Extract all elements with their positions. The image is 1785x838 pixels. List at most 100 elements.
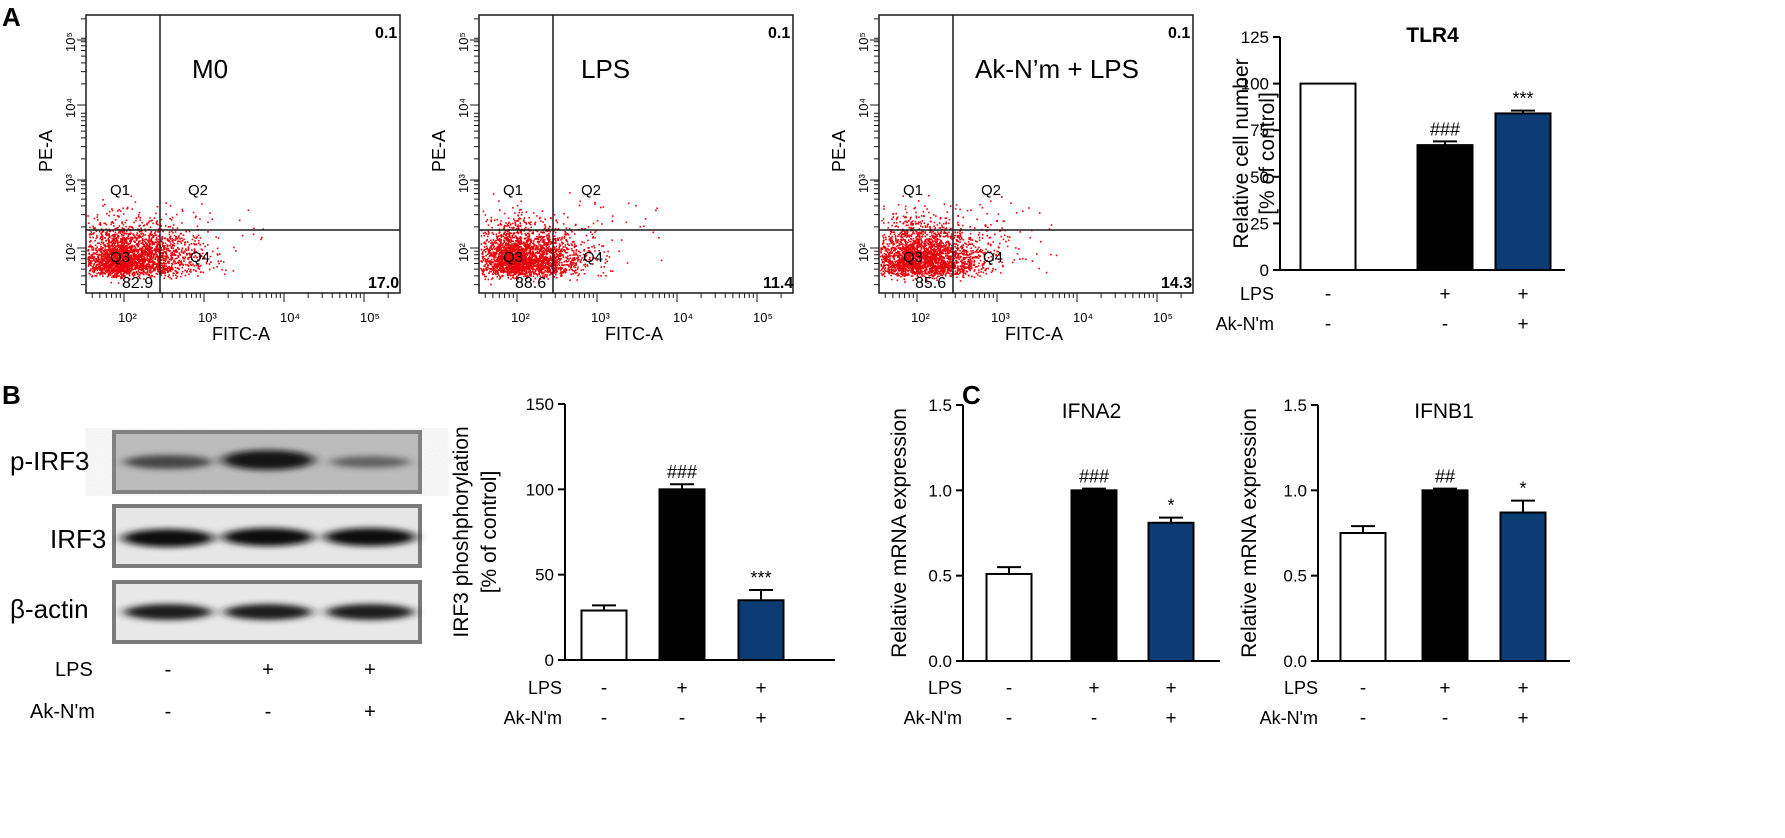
flow-event-dot <box>148 260 150 263</box>
flow-event-dot <box>538 257 540 260</box>
flow-event-dot <box>507 258 510 260</box>
flow-event-dot <box>166 245 169 248</box>
flow-event-dot <box>123 255 125 258</box>
flow-event-dot <box>139 247 141 250</box>
flow-event-dot <box>151 260 154 262</box>
flow-event-dot <box>128 275 131 277</box>
flow-event-dot <box>513 243 516 245</box>
flow-event-dot <box>139 219 141 221</box>
flow-event-dot <box>548 245 551 248</box>
flow-event-dot <box>152 255 155 257</box>
flow-event-dot <box>109 266 112 268</box>
flow-event-dot <box>520 208 522 211</box>
flow-event-dot <box>500 249 503 251</box>
flow-event-dot <box>105 258 108 260</box>
flow-event-dot <box>555 271 557 274</box>
flow-event-dot <box>525 248 527 250</box>
flow-event-dot <box>496 268 499 270</box>
flow-event-dot <box>525 223 528 225</box>
flow-event-dot <box>133 259 136 262</box>
flow-event-dot <box>129 258 131 260</box>
flow-event-dot <box>178 268 180 270</box>
flow-event-dot <box>156 273 159 275</box>
flow-event-dot <box>139 253 141 255</box>
flow-event-dot <box>128 226 131 228</box>
flow-event-dot <box>88 272 90 275</box>
flow-event-dot <box>110 263 113 265</box>
flow-event-dot <box>116 252 119 254</box>
flow-event-dot <box>122 232 124 234</box>
flow-event-dot <box>485 220 488 223</box>
flow-event-dot <box>142 234 145 236</box>
flow-event-dot <box>486 253 489 255</box>
flow-event-dot <box>544 275 546 277</box>
flow-event-dot <box>526 277 528 279</box>
flow-event-dot <box>519 236 522 239</box>
flow-event-dot <box>583 241 585 244</box>
flow-event-dot <box>115 259 118 261</box>
flow-event-dot <box>136 262 139 265</box>
flow-event-dot <box>572 264 574 266</box>
flow-event-dot <box>142 261 145 263</box>
flow-event-dot <box>143 278 145 280</box>
flow-event-dot <box>555 252 558 255</box>
flow-event-dot <box>186 271 188 273</box>
flow-event-dot <box>513 272 515 274</box>
flow-event-dot <box>540 265 542 268</box>
flow-event-dot <box>524 270 526 272</box>
flow-event-dot <box>484 278 486 281</box>
flow-event-dot <box>525 211 528 213</box>
flow-event-dot <box>187 247 190 250</box>
flow-event-dot <box>133 272 136 275</box>
flow-event-dot <box>132 262 134 264</box>
flow-event-dot <box>505 242 508 245</box>
flow-event-dot <box>499 222 502 225</box>
flow-event-dot <box>186 270 188 272</box>
flow-event-dot <box>573 233 576 235</box>
flow-event-dot <box>174 250 176 252</box>
flow-event-dot <box>532 251 535 254</box>
flow-event-dot <box>131 208 134 210</box>
flow-event-dot <box>163 247 165 250</box>
flow-event-dot <box>87 265 90 267</box>
flow-event-dot <box>505 266 508 268</box>
flow-event-dot <box>92 227 95 230</box>
flow-event-dot <box>554 269 557 271</box>
flow-event-dot <box>193 236 196 239</box>
flow-event-dot <box>129 262 132 264</box>
flow-event-dot <box>528 271 530 273</box>
flow-event-dot <box>506 223 509 226</box>
y-tick-label: 10⁵ <box>63 32 78 52</box>
flow-event-dot <box>196 256 198 259</box>
flow-event-dot <box>501 258 504 261</box>
flow-event-dot <box>544 258 547 261</box>
flow-event-dot <box>499 257 502 260</box>
flow-event-dot <box>106 242 109 245</box>
flow-event-dot <box>512 233 515 236</box>
flow-event-dot <box>504 269 506 272</box>
flow-event-dot <box>139 272 142 275</box>
flow-event-dot <box>133 236 135 239</box>
flow-event-dot <box>164 268 167 271</box>
flow-event-dot <box>546 238 549 241</box>
flow-event-dot <box>160 259 163 261</box>
flow-event-dot <box>102 235 104 238</box>
flow-event-dot <box>512 237 514 239</box>
flow-event-dot <box>547 278 549 280</box>
flow-event-dot <box>501 269 503 271</box>
flow-event-dot <box>506 236 509 238</box>
flow-event-dot <box>499 248 502 251</box>
flow-event-dot <box>125 257 128 260</box>
flow-event-dot <box>148 255 151 257</box>
flow-event-dot <box>94 239 96 242</box>
flow-event-dot <box>193 242 195 245</box>
flow-event-dot <box>119 263 122 265</box>
flow-event-dot <box>523 268 526 270</box>
flow-event-dot <box>140 249 143 251</box>
flow-event-dot <box>558 243 561 245</box>
flow-event-dot <box>121 227 124 229</box>
flow-event-dot <box>490 283 492 286</box>
flow-event-dot <box>527 228 530 230</box>
flow-event-dot <box>172 224 175 226</box>
flow-event-dot <box>173 242 175 245</box>
